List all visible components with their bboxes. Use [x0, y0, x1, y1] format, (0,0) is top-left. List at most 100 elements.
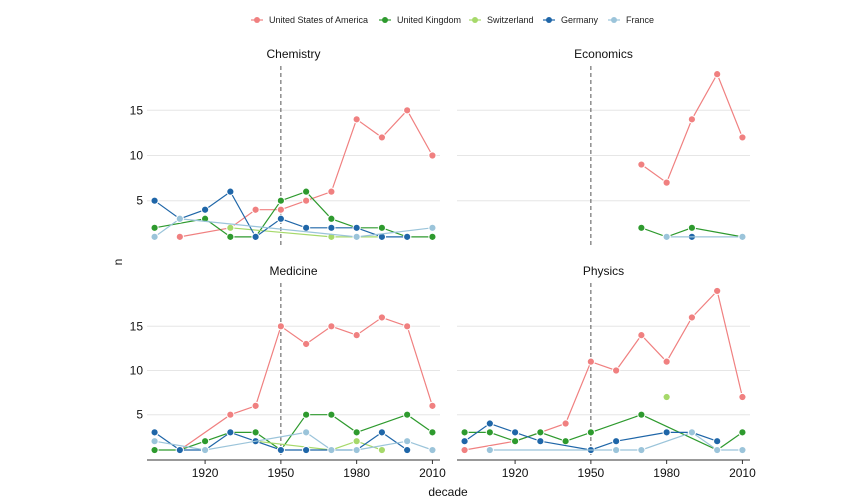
- panel-medicine: Medicine 5 10 15 1920 1950 1980 2010: [130, 264, 446, 480]
- data-point-germany-2000: [403, 232, 412, 241]
- data-point-united-kingdom-1970: [327, 214, 336, 223]
- y-tick-label-5: 5: [136, 194, 143, 208]
- facet-title-physics: Physics: [583, 264, 624, 278]
- y-tick-label-10: 10: [130, 364, 144, 378]
- y-tick-label-10: 10: [130, 149, 144, 163]
- data-point-united-states-of-america-1970: [637, 331, 646, 340]
- panel-physics: Physics 1920 1950 1980 2010: [457, 264, 756, 480]
- data-point-germany-1930: [226, 428, 235, 437]
- data-point-france-1960: [302, 428, 311, 437]
- data-point-united-states-of-america-1960: [302, 339, 311, 349]
- data-point-france-2010: [428, 223, 437, 232]
- legend-key-point-switzerland: [472, 17, 478, 23]
- series-line-france: [154, 218, 433, 238]
- series-switzerland: [662, 392, 671, 402]
- data-point-united-states-of-america-1950: [586, 357, 595, 366]
- x-tick-label-2010: 2010: [419, 466, 446, 480]
- data-point-united-kingdom-2010: [428, 428, 437, 437]
- series-line-united-kingdom: [464, 414, 743, 451]
- data-point-united-kingdom-1900: [150, 223, 159, 232]
- series-france: [150, 214, 437, 241]
- y-tick-label-15: 15: [130, 103, 144, 117]
- legend-key-point-france: [611, 17, 617, 23]
- series-line-united-kingdom: [641, 227, 743, 238]
- data-point-united-states-of-america-1980: [352, 331, 361, 340]
- data-point-united-states-of-america-2010: [738, 392, 747, 402]
- x-tick-label-1980: 1980: [343, 466, 370, 480]
- x-tick-label-1980: 1980: [653, 466, 680, 480]
- data-point-france-1980: [352, 232, 361, 241]
- data-point-united-states-of-america-1990: [377, 313, 387, 322]
- data-point-germany-1900: [150, 196, 159, 205]
- data-point-united-states-of-america-1960: [612, 366, 621, 375]
- data-point-switzerland-1980: [352, 437, 361, 446]
- data-point-united-states-of-america-2000: [403, 322, 412, 331]
- data-point-france-2000: [403, 437, 412, 446]
- data-point-united-kingdom-2010: [428, 232, 437, 241]
- facet-panels: Chemistry 5 10 15 Economics Medicine 5 10 15 1920…: [130, 47, 756, 480]
- data-point-germany-2000: [403, 445, 412, 455]
- data-point-germany-1940: [251, 232, 260, 241]
- data-point-united-kingdom-1910: [485, 428, 494, 437]
- data-point-france-2010: [738, 232, 747, 241]
- series-united-states-of-america: [175, 313, 437, 455]
- data-point-germany-1930: [536, 437, 545, 446]
- data-point-united-kingdom-1970: [637, 410, 646, 419]
- data-point-germany-1910: [175, 445, 184, 455]
- data-point-united-states-of-america-1940: [251, 401, 260, 410]
- series-united-kingdom: [150, 410, 437, 455]
- legend-key-point-united-states-of-america: [254, 17, 260, 23]
- legend-label-germany: Germany: [561, 15, 599, 25]
- data-point-united-states-of-america-2000: [713, 286, 722, 296]
- data-point-united-states-of-america-1900: [460, 445, 469, 455]
- data-point-united-kingdom-1960: [302, 410, 311, 419]
- data-point-germany-1900: [460, 437, 469, 446]
- data-point-germany-1950: [276, 445, 285, 455]
- data-point-united-kingdom-1920: [200, 214, 210, 223]
- data-point-united-states-of-america-2010: [428, 401, 437, 410]
- data-point-united-states-of-america-1910: [175, 232, 184, 241]
- data-point-germany-1900: [150, 428, 159, 437]
- data-point-united-states-of-america-1940: [251, 205, 260, 214]
- series-united-kingdom: [460, 410, 747, 455]
- data-point-united-kingdom-1950: [276, 196, 285, 205]
- x-tick-label-1950: 1950: [578, 466, 605, 480]
- legend-key-point-germany: [546, 17, 552, 23]
- data-point-united-states-of-america-1990: [687, 115, 697, 124]
- legend-label-france: France: [626, 15, 654, 25]
- data-point-france-1910: [175, 214, 184, 223]
- data-point-france-1920: [200, 445, 210, 455]
- data-point-france-1980: [352, 445, 361, 455]
- facet-title-chemistry: Chemistry: [266, 47, 320, 61]
- data-point-france-1990: [687, 428, 697, 437]
- series-line-united-states-of-america: [641, 72, 743, 184]
- data-point-france-1970: [637, 445, 646, 455]
- data-point-united-kingdom-1990: [377, 223, 387, 232]
- data-point-united-states-of-america-1970: [327, 322, 336, 331]
- data-point-united-states-of-america-1950: [276, 205, 285, 214]
- series-france: [485, 428, 747, 455]
- data-point-united-kingdom-1970: [327, 410, 336, 419]
- data-point-united-states-of-america-1940: [561, 419, 570, 428]
- x-tick-label-1920: 1920: [192, 466, 219, 480]
- legend: United States of America United Kingdom Sw…: [251, 15, 654, 25]
- data-point-germany-1930: [226, 187, 235, 196]
- data-point-united-states-of-america-1980: [662, 357, 671, 366]
- data-point-united-kingdom-1940: [561, 437, 570, 446]
- data-point-france-2010: [428, 445, 437, 455]
- data-point-united-kingdom-1970: [637, 223, 646, 232]
- series-line-united-states-of-america: [179, 109, 433, 238]
- series-switzerland: [251, 437, 387, 455]
- series-line-united-states-of-america: [179, 316, 433, 451]
- data-point-united-states-of-america-1980: [352, 115, 361, 124]
- data-point-united-states-of-america-1930: [226, 410, 235, 419]
- data-point-united-kingdom-1960: [302, 187, 311, 196]
- data-point-germany-1980: [662, 428, 671, 437]
- data-point-germany-1960: [302, 223, 311, 232]
- series-line-germany: [154, 431, 408, 451]
- data-point-united-kingdom-1940: [251, 428, 260, 437]
- data-point-united-kingdom-1920: [510, 437, 520, 446]
- data-point-united-states-of-america-1960: [302, 196, 311, 205]
- data-point-germany-1970: [327, 223, 336, 232]
